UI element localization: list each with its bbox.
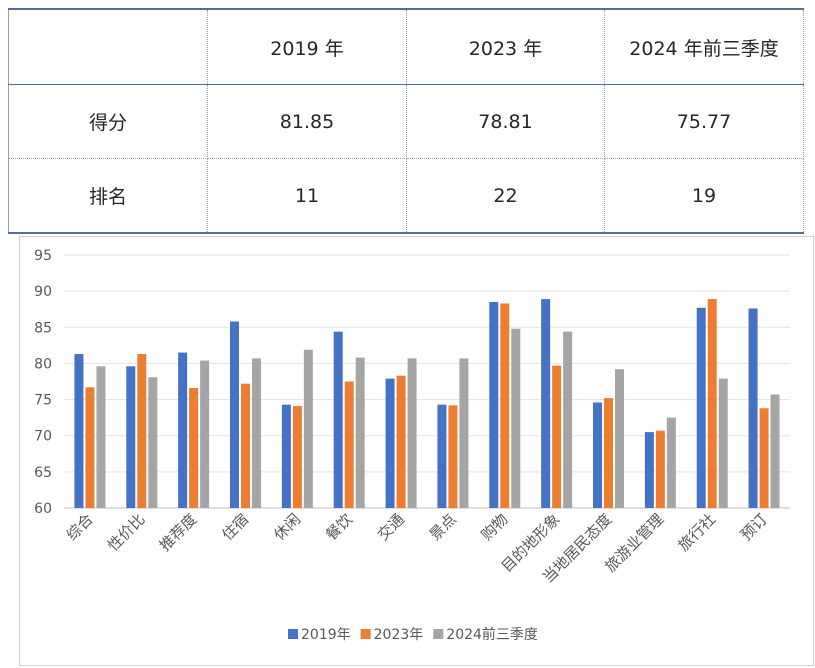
- bar: [252, 358, 261, 508]
- bar: [666, 417, 676, 508]
- bar: [241, 383, 250, 508]
- x-tick-label: 预订: [737, 510, 771, 544]
- bar: [437, 404, 447, 508]
- row-label-rank: 排名: [8, 158, 208, 234]
- table-corner-cell: [8, 8, 208, 85]
- bar: [511, 328, 521, 508]
- bar: [770, 394, 780, 508]
- bar: [759, 408, 769, 508]
- bar: [459, 358, 469, 508]
- bar: [563, 331, 573, 508]
- bar: [604, 398, 613, 508]
- bar: [718, 378, 728, 508]
- y-tick-label: 75: [34, 393, 52, 409]
- score-2019: 81.85: [207, 84, 407, 159]
- score-2023: 78.81: [406, 84, 605, 159]
- table-row-score: 得分 81.85 78.81 75.77: [8, 84, 804, 159]
- x-tick-label: 交通: [374, 510, 408, 544]
- legend-label: 2023年: [374, 627, 424, 643]
- x-tick-label: 购物: [478, 510, 512, 544]
- bar: [552, 365, 562, 508]
- bar: [292, 406, 302, 508]
- header-2024-q1-q3: 2024 年前三季度: [604, 8, 804, 85]
- header-2023: 2023 年: [406, 8, 605, 85]
- x-tick-label: 推荐度: [156, 510, 201, 555]
- bar: [85, 387, 95, 508]
- gridlines: [64, 254, 790, 509]
- y-tick-label: 80: [34, 356, 52, 372]
- y-tick-label: 60: [34, 501, 52, 517]
- y-tick-label: 90: [34, 284, 52, 300]
- bar: [541, 299, 551, 508]
- x-tick-label: 餐饮: [322, 510, 356, 544]
- legend-swatch: [433, 629, 444, 639]
- bar: [333, 331, 343, 508]
- bar-chart: 60 65 70 75 80 85 90 95 综合 性价比 推荐度 住宿 休闲 餐饮 交通 景点 购物 目的地…: [19, 236, 814, 666]
- y-tick-label: 65: [34, 465, 52, 481]
- bar: [355, 357, 365, 508]
- y-tick-label: 85: [34, 320, 52, 336]
- bar: [303, 349, 313, 508]
- bar: [707, 299, 717, 508]
- score-table: 2019 年 2023 年 2024 年前三季度 得分 81.85 78.81 …: [8, 8, 804, 234]
- bar: [407, 358, 417, 508]
- score-2024: 75.77: [604, 84, 804, 159]
- bar: [448, 405, 458, 508]
- legend-label: 2019年: [301, 627, 351, 643]
- legend-label: 2024前三季度: [446, 626, 538, 643]
- x-tick-label: 性价比: [104, 510, 149, 555]
- bar: [748, 308, 758, 508]
- legend: 2019年 2023年 2024前三季度: [288, 626, 538, 643]
- header-2019: 2019 年: [207, 8, 407, 85]
- x-tick-label: 景点: [426, 510, 460, 544]
- bar: [385, 378, 395, 508]
- bar: [500, 303, 510, 508]
- rank-2024: 19: [604, 158, 804, 234]
- bar: [593, 402, 602, 508]
- bar: [344, 381, 354, 508]
- bar: [126, 366, 136, 508]
- bar: [74, 354, 84, 508]
- table-row-rank: 排名 11 22 19: [8, 158, 804, 234]
- bar: [281, 404, 291, 508]
- table-header-row: 2019 年 2023 年 2024 年前三季度: [8, 8, 804, 85]
- bar: [178, 352, 188, 508]
- y-axis-ticks: 60 65 70 75 80 85 90 95: [34, 248, 52, 517]
- bar: [189, 388, 199, 508]
- bar: [615, 369, 624, 508]
- x-tick-label: 旅行社: [674, 510, 719, 555]
- x-tick-label: 住宿: [218, 510, 252, 544]
- rank-2023: 22: [406, 158, 605, 234]
- bar: [137, 354, 147, 508]
- bar: [396, 375, 406, 508]
- y-tick-label: 70: [34, 429, 52, 445]
- bar: [200, 360, 210, 508]
- rank-2019: 11: [207, 158, 407, 234]
- x-tick-label: 休闲: [270, 510, 304, 544]
- bars: [74, 299, 780, 508]
- legend-swatch: [360, 629, 371, 639]
- bar: [696, 307, 706, 508]
- bar: [230, 321, 239, 508]
- bar: [148, 377, 158, 508]
- x-tick-label: 综合: [63, 510, 97, 544]
- bar: [96, 366, 106, 508]
- bar: [644, 432, 654, 508]
- x-axis-ticks: 综合 性价比 推荐度 住宿 休闲 餐饮 交通 景点 购物目的地形象当地居民态度旅游业管理 旅行社预…: [63, 510, 771, 586]
- legend-swatch: [288, 629, 298, 639]
- bar: [489, 301, 499, 508]
- row-label-score: 得分: [8, 84, 208, 159]
- y-tick-label: 95: [34, 248, 52, 264]
- bar: [655, 430, 665, 508]
- bar-chart-svg: 60 65 70 75 80 85 90 95 综合 性价比 推荐度 住宿 休闲 餐饮 交通 景点 购物目的地…: [34, 248, 790, 643]
